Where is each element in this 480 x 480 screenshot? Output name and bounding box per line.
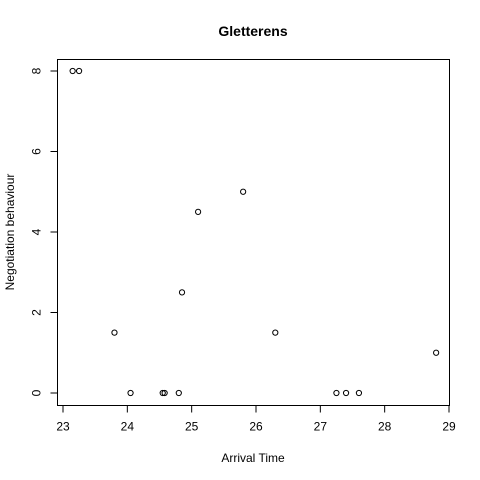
x-axis-label: Arrival Time: [221, 451, 285, 465]
data-point-0-9: [240, 188, 247, 195]
chart-title: Gletterens: [218, 23, 287, 39]
x-tick-label-5: 28: [378, 420, 392, 434]
y-tick-label-3: 6: [30, 148, 44, 155]
y-tick-label-4: 8: [30, 67, 44, 74]
x-tick-label-3: 26: [249, 420, 263, 434]
data-point-0-11: [333, 389, 340, 397]
data-point-0-3: [127, 389, 134, 397]
y-axis: 0 2 4 6 8: [30, 67, 58, 396]
data-point-0-5: [161, 389, 168, 397]
y-tick-label-1: 2: [30, 309, 44, 316]
y-axis-label: Negotiation behaviour: [3, 174, 17, 291]
data-point-0-8: [195, 208, 202, 215]
x-tick-label-1: 24: [121, 420, 135, 434]
data-point-0-14: [433, 349, 440, 356]
data-point-0-2: [111, 329, 118, 336]
y-tick-label-0: 0: [30, 389, 44, 396]
scatter-points: [69, 67, 440, 397]
x-tick-label-0: 23: [56, 420, 70, 434]
data-point-0-1: [75, 67, 83, 75]
x-tick-label-4: 27: [314, 420, 328, 434]
data-point-0-0: [69, 67, 76, 75]
data-point-0-6: [175, 389, 182, 397]
data-point-0-10: [272, 329, 279, 336]
data-point-0-12: [342, 389, 350, 397]
x-tick-label-2: 25: [185, 420, 199, 434]
x-axis: 23 24 25 26 27 28 29: [56, 405, 456, 434]
data-point-0-7: [178, 289, 186, 296]
x-tick-label-6: 29: [442, 420, 456, 434]
y-tick-label-2: 4: [30, 228, 44, 235]
data-point-0-13: [355, 389, 363, 397]
data-point-0-4: [159, 389, 166, 397]
